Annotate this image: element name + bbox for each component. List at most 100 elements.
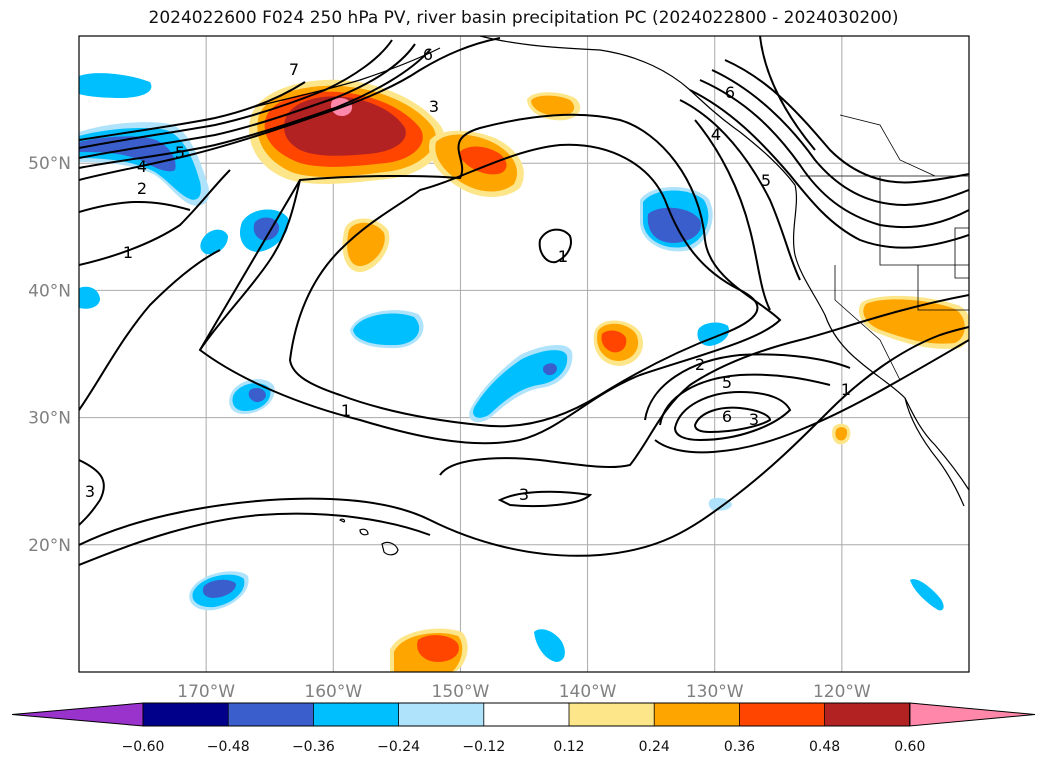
pv-contour [79,39,393,149]
longitude-label: 170°W [177,682,235,702]
gridlines [79,36,969,672]
pv-contour [79,249,221,411]
pv-contour [644,353,851,421]
pv-contour [79,512,431,566]
colorbar-tick-label: −0.48 [207,739,250,755]
colorbar-tick-label: −0.12 [462,739,505,755]
pv-contour [759,36,816,151]
state-boundary [954,227,969,279]
pv-contour-label: 5 [175,143,185,162]
colorbar-tick-label: 0.12 [553,739,584,755]
negative-anomaly-blob [910,579,944,611]
latitude-label: 30°N [28,409,71,429]
baja-peninsula [904,397,965,507]
colorbar-tick-label: 0.60 [894,739,925,755]
precip-shading [79,73,969,672]
negative-anomaly-blob [353,313,420,346]
pv-contour [689,89,969,249]
negative-anomaly-blob [708,497,732,511]
positive-anomaly-blob [601,330,627,353]
longitude-labels: 170°W 160°W 150°W 140°W 130°W 120°W [177,682,871,702]
pv-contour [724,59,969,184]
colorbar-segment [569,703,655,726]
map-frame [78,35,970,673]
pv-contour-label: 3 [429,97,439,116]
positive-anomaly-blob [284,96,406,156]
pv-contour [538,228,572,264]
colorbar-extend-max [909,702,1036,727]
colorbar-tick-labels: −0.60 −0.48 −0.36 −0.24 −0.12 0.12 0.24 0.36 0.4… [122,739,926,755]
state-boundary [917,265,969,311]
colorbar-extend-min [11,702,144,727]
longitude-label: 150°W [432,682,490,702]
pv-contour [693,406,772,434]
positive-anomaly-blob [531,95,575,117]
positive-anomaly-blob [835,427,848,441]
hawaii-island [359,528,369,536]
pv-contour [79,49,431,169]
state-boundary [879,176,969,266]
pv-contour-label: 7 [289,60,299,79]
longitude-label: 120°W [813,682,871,702]
colorbar-tick-label: 0.24 [639,739,670,755]
pv-contour-label: 1 [341,401,351,420]
coastlines [249,36,969,556]
latitude-label: 40°N [28,281,71,301]
latitude-labels: 20°N 30°N 40°N 50°N [28,154,71,556]
pv-contour-label: 3 [749,410,759,429]
colorbar-segment [313,703,399,726]
pv-contour [694,119,771,311]
pv-contour-label: 5 [761,171,771,190]
negative-anomaly-blob [79,73,152,98]
latitude-label: 50°N [28,154,71,174]
colorbar-segment [739,703,825,726]
pv-contour [199,179,301,351]
negative-anomaly-blob [647,207,702,243]
canada-interior-boundary [839,114,936,177]
pv-contour [79,200,191,213]
hawaii-island [338,518,346,523]
colorbar-segment [143,703,229,726]
alaska-islands [249,47,441,109]
positive-anomaly-blob [863,299,965,344]
pv-contour-label: 2 [695,355,705,374]
longitude-label: 160°W [304,682,362,702]
colorbar-tick-label: 0.48 [809,739,840,755]
pv-contour [699,79,969,229]
pv-contour [79,37,501,181]
pv-contour-label: 6 [722,407,732,426]
pv-contour-label: 4 [711,125,721,144]
pv-contour [79,459,105,526]
colorbar [11,702,1036,727]
pv-contour [288,143,759,428]
longitude-label: 130°W [686,682,744,702]
pv-contour [711,69,969,207]
pv-contour-label: 4 [711,125,721,144]
latitude-label: 20°N [28,536,71,556]
colorbar-tick-label: −0.36 [292,739,335,755]
negative-anomaly-blob [202,579,236,598]
colorbar-segment [654,703,740,726]
pv-contour [497,490,593,508]
colorbar-tick-label: −0.24 [377,739,420,755]
pv-contour [79,326,969,557]
pv-contour [79,169,231,266]
negative-anomaly-blob [542,363,557,376]
pv-contour-label: 3 [85,482,95,501]
pv-contour-label: 2 [137,179,147,198]
longitude-label: 140°W [559,682,617,702]
pv-contour-label: 1 [558,247,568,266]
positive-anomaly-blob [417,635,459,662]
pv-contour-label: 1 [841,380,851,399]
pv-contours [79,36,969,566]
pv-contour-label: 1 [123,243,133,262]
pv-contour [654,339,969,454]
colorbar-segment [398,703,484,726]
pv-contour-label: 6 [725,83,735,102]
pv-contour [673,390,792,442]
negative-anomaly-blob [253,217,280,241]
hawaii-island [381,541,399,556]
map-title: 2024022600 F024 250 hPa PV, river basin … [148,8,899,28]
